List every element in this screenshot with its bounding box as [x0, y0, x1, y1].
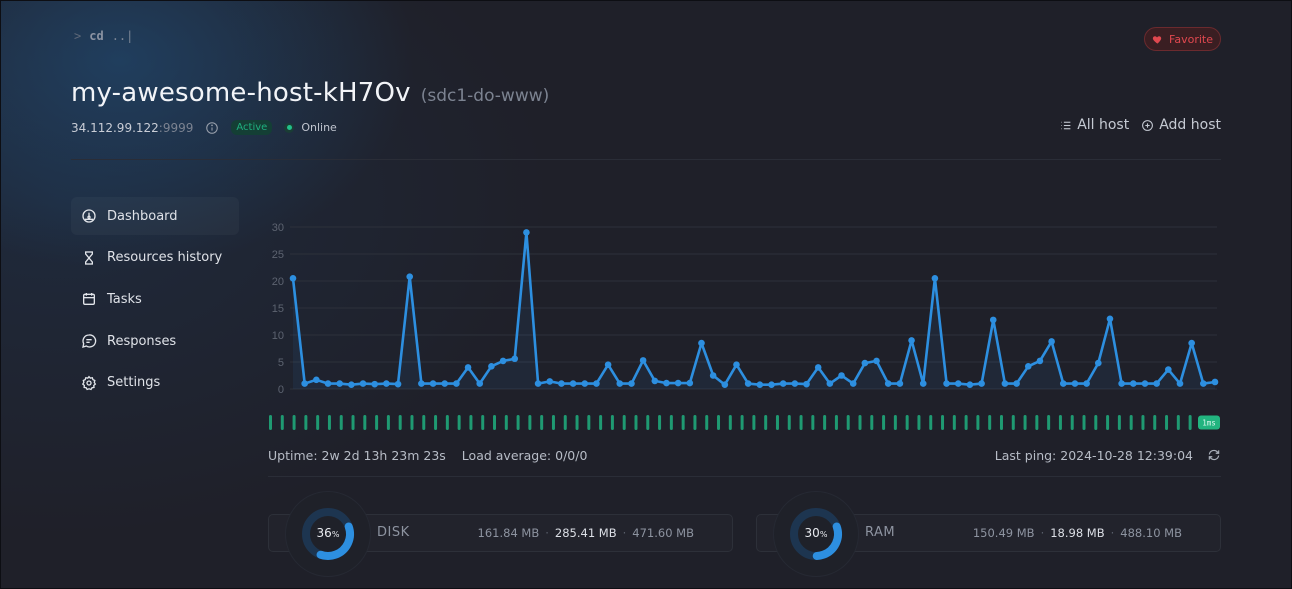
- ping-history-bars: 1ms: [268, 415, 1228, 430]
- cd-arg: ..|: [111, 29, 134, 43]
- all-host-label: All host: [1077, 117, 1130, 133]
- host-ip: 34.112.99.122: [71, 120, 159, 135]
- svg-text:5: 5: [278, 357, 284, 369]
- svg-text:0: 0: [278, 384, 284, 396]
- ping-bars-graphic: 1ms: [269, 415, 1220, 430]
- status-badge: Active: [231, 120, 273, 135]
- info-icon[interactable]: [205, 121, 219, 135]
- favorite-label: Favorite: [1169, 32, 1213, 46]
- disk-gauge: 36%: [285, 491, 371, 577]
- svg-text:15: 15: [272, 303, 284, 315]
- list-icon: [1061, 121, 1071, 129]
- heart-icon: [1152, 35, 1162, 44]
- response-time-chart[interactable]: 0 5 10 15 20 25 30: [262, 215, 1222, 400]
- chat-bubble-icon: [82, 334, 97, 349]
- plus-circle-icon: [1142, 119, 1154, 131]
- sidebar-item-label: Dashboard: [107, 208, 178, 224]
- add-host-link[interactable]: Add host: [1141, 117, 1221, 133]
- refresh-icon[interactable]: [1207, 448, 1221, 462]
- gear-icon: [81, 375, 97, 391]
- back-cd-link[interactable]: > cd ..|: [74, 29, 133, 43]
- ram-label: RAM: [865, 525, 896, 540]
- ram-usage-card: 30% RAM 150.49 MB · 18.98 MB · 488.10 MB: [756, 491, 1221, 577]
- dashboard-gauge-icon: [82, 209, 96, 223]
- chevron-right-icon: >: [74, 29, 82, 43]
- sidebar-item-responses[interactable]: Responses: [71, 322, 239, 360]
- sidebar: Dashboard Resources history Tasks Respon…: [71, 197, 239, 405]
- disk-label: DISK: [377, 525, 410, 540]
- header-divider: [71, 159, 1221, 160]
- all-host-link[interactable]: All host: [1059, 117, 1129, 133]
- host-alias: (sdc1-do-www): [420, 86, 550, 106]
- sidebar-item-dashboard[interactable]: Dashboard: [71, 197, 239, 235]
- last-ping: Last ping: 2024-10-28 12:39:04: [994, 447, 1193, 463]
- disk-used: 161.84 MB: [477, 526, 540, 540]
- sidebar-item-label: Responses: [107, 333, 177, 349]
- load-average: Load average: 0/0/0: [461, 447, 588, 463]
- connection-status: Online: [301, 121, 337, 134]
- disk-percent: 36%: [316, 526, 340, 540]
- uptime: Uptime: 2w 2d 13h 23m 23s: [268, 447, 446, 463]
- ram-values: 150.49 MB · 18.98 MB · 488.10 MB: [972, 526, 1182, 540]
- sidebar-item-label: Tasks: [107, 291, 142, 307]
- calendar-icon: [83, 293, 95, 306]
- ram-total: 488.10 MB: [1120, 526, 1182, 540]
- svg-text:25: 25: [272, 249, 284, 261]
- sidebar-item-settings[interactable]: Settings: [71, 364, 239, 402]
- sidebar-item-label: Settings: [107, 375, 161, 391]
- online-dot-icon: [284, 122, 295, 133]
- disk-total: 471.60 MB: [632, 526, 694, 540]
- sidebar-item-resources-history[interactable]: Resources history: [71, 239, 239, 277]
- ram-used: 150.49 MB: [972, 526, 1035, 540]
- line-chart: 0 5 10 15 20 25 30: [272, 222, 1219, 396]
- status-divider: [268, 476, 1221, 477]
- status-row: Uptime: 2w 2d 13h 23m 23s Load average: …: [268, 446, 1221, 464]
- svg-text:1ms: 1ms: [1202, 419, 1216, 428]
- ram-free: 18.98 MB: [1050, 526, 1105, 540]
- cd-command: cd: [89, 29, 104, 43]
- svg-text:20: 20: [272, 276, 284, 288]
- host-name: my-awesome-host-kH7Ov: [71, 78, 411, 108]
- header-actions: All host Add host: [1059, 117, 1221, 133]
- svg-text:30: 30: [272, 222, 284, 234]
- ram-gauge: 30%: [773, 491, 859, 577]
- host-port: :9999: [158, 120, 194, 135]
- host-meta: 34.112.99.122 :9999 Active Online: [71, 120, 337, 135]
- sidebar-item-tasks[interactable]: Tasks: [71, 280, 239, 318]
- hourglass-icon: [85, 251, 93, 265]
- svg-text:10: 10: [272, 330, 284, 342]
- host-title: my-awesome-host-kH7Ov (sdc1-do-www): [71, 78, 549, 108]
- favorite-button[interactable]: Favorite: [1144, 27, 1221, 51]
- sidebar-item-label: Resources history: [107, 250, 223, 266]
- add-host-label: Add host: [1159, 117, 1221, 133]
- disk-free: 285.41 MB: [554, 526, 617, 540]
- ram-percent: 30%: [804, 526, 828, 540]
- disk-values: 161.84 MB · 285.41 MB · 471.60 MB: [477, 526, 694, 540]
- disk-usage-card: 36% DISK 161.84 MB · 285.41 MB · 471.60 …: [268, 491, 733, 577]
